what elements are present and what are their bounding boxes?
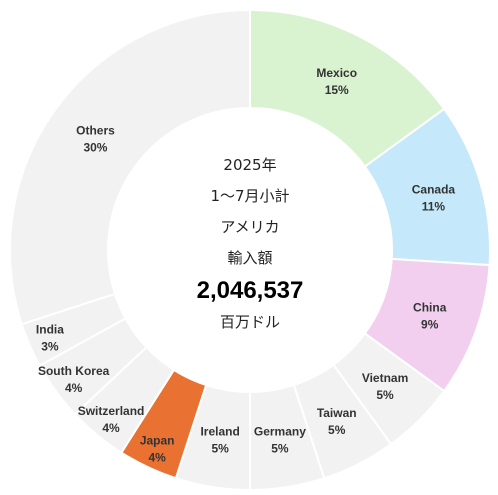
slice-label-canada: Canada 11% xyxy=(412,183,456,214)
center-metric: 輸入額 xyxy=(227,249,272,267)
slice-others xyxy=(9,8,251,326)
donut-slices xyxy=(9,8,491,492)
slice-label-mexico: Mexico 15% xyxy=(316,66,357,97)
slice-label-taiwan: Taiwan 5% xyxy=(317,406,357,437)
center-info: 2025年 1〜7月小計 アメリカ 輸入額 2,046,537 百万ドル xyxy=(197,156,304,331)
slice-label-china: China 9% xyxy=(413,301,447,332)
slice-label-vietnam: Vietnam 5% xyxy=(362,371,408,402)
center-unit: 百万ドル xyxy=(220,313,280,331)
slice-label-japan: Japan 4% xyxy=(140,433,175,464)
slice-label-south-korea: South Korea 4% xyxy=(38,364,110,395)
slice-label-others: Others 30% xyxy=(76,124,115,155)
center-total-value: 2,046,537 xyxy=(197,277,304,304)
slice-label-india: India 3% xyxy=(36,323,64,354)
center-year: 2025年 xyxy=(223,156,276,174)
center-country: アメリカ xyxy=(220,218,279,236)
slice-label-switzerland: Switzerland 4% xyxy=(78,404,145,435)
center-period: 1〜7月小計 xyxy=(210,187,289,205)
slice-labels: Mexico 15% Canada 11% China 9% Vietnam 5%Taiwan… xyxy=(36,66,455,464)
slice-label-ireland: Ireland 5% xyxy=(200,425,239,456)
slice-label-germany: Germany 5% xyxy=(254,425,306,456)
